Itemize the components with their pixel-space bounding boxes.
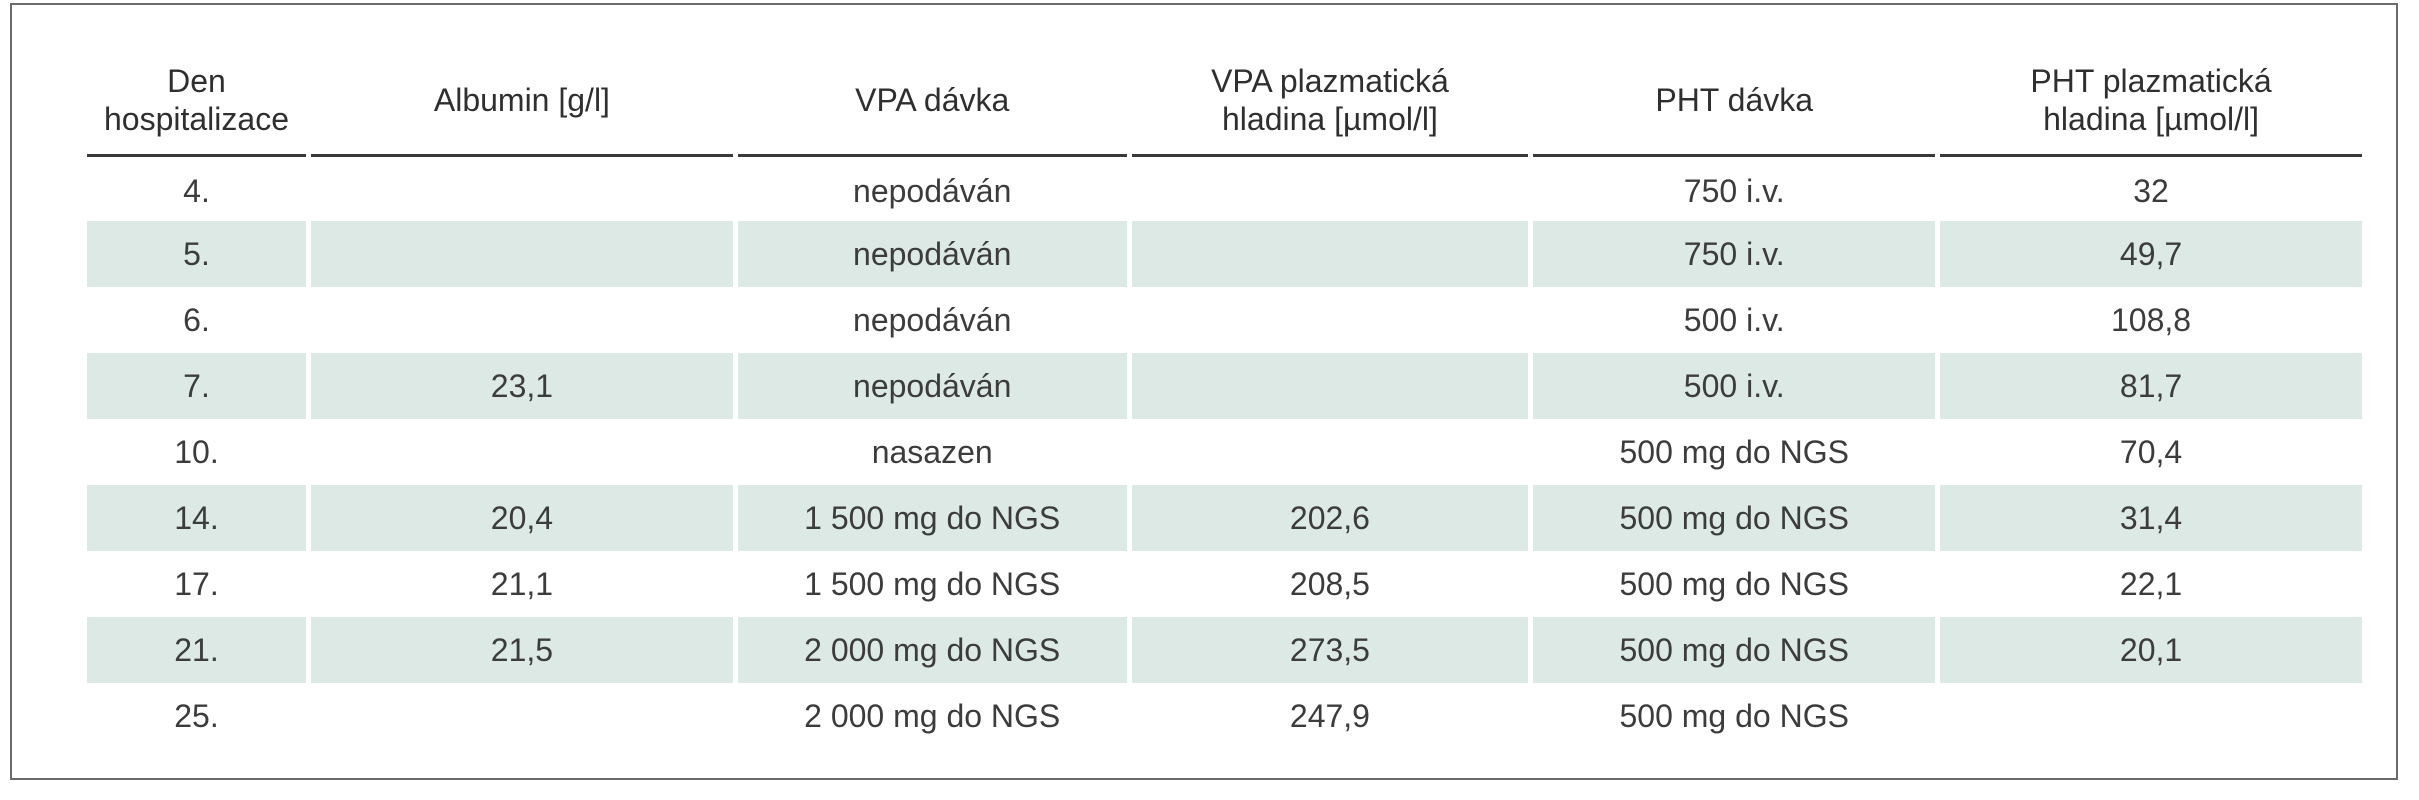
cell-pht-davka: 750 i.v. [1683, 172, 1785, 209]
cell-den: 17. [174, 565, 219, 602]
cell-vpa-hladina [1131, 221, 1529, 287]
cell-pht-davka: 500 mg do NGS [1533, 617, 1936, 683]
header-den-hospitalizace: Den hospitalizace [87, 45, 306, 157]
header-vpa-davka: VPA dávka [737, 45, 1127, 157]
cell-pht-hladina: 49,7 [1940, 221, 2362, 287]
cell-vpa-davka: 1 500 mg do NGS [804, 565, 1061, 602]
cell-pht-davka: 750 i.v. [1533, 221, 1936, 287]
table-row: 5. nepodáván 750 i.v. 49,7 [87, 221, 2362, 287]
cell-albumin [311, 683, 733, 749]
cell-albumin: 21,1 [490, 565, 554, 602]
table-frame: Den hospitalizace Albumin [g/l] VPA dávk… [10, 3, 2398, 780]
cell-vpa-davka: nepodáván [737, 353, 1127, 419]
cell-vpa-hladina: 208,5 [1289, 565, 1370, 602]
header-row: Den hospitalizace Albumin [g/l] VPA dávk… [87, 45, 2362, 157]
cell-vpa-hladina: 273,5 [1131, 617, 1529, 683]
cell-vpa-hladina: 202,6 [1131, 485, 1529, 551]
cell-vpa-davka: nasazen [871, 433, 993, 470]
cell-pht-hladina: 22,1 [2119, 565, 2183, 602]
cell-vpa-davka: 1 500 mg do NGS [737, 485, 1127, 551]
table-row: 25. 2 000 mg do NGS 247,9 500 mg do NGS [87, 683, 2362, 749]
cell-den: 25. [174, 697, 219, 734]
cell-vpa-davka: nepodáván [853, 172, 1012, 209]
cell-den: 10. [174, 433, 219, 470]
cell-albumin [311, 157, 733, 221]
header-vpa-hladina: VPA plazmatická hladina [µmol/l] [1131, 45, 1529, 157]
header-pht-davka: PHT dávka [1533, 45, 1936, 157]
table-row: 4. nepodáván 750 i.v. 32 [87, 157, 2362, 221]
cell-pht-davka: 500 i.v. [1683, 301, 1785, 338]
cell-pht-davka: 500 i.v. [1533, 353, 1936, 419]
table-row: 6. nepodáván 500 i.v. 108,8 [87, 287, 2362, 353]
cell-vpa-hladina [1131, 353, 1529, 419]
cell-vpa-davka: 2 000 mg do NGS [737, 617, 1127, 683]
cell-vpa-davka: 2 000 mg do NGS [804, 697, 1061, 734]
cell-vpa-hladina [1132, 419, 1529, 485]
cell-pht-davka: 500 mg do NGS [1533, 485, 1936, 551]
cell-den: 4. [183, 172, 210, 209]
cell-pht-davka: 500 mg do NGS [1619, 433, 1849, 470]
cell-den: 5. [87, 221, 306, 287]
data-table: Den hospitalizace Albumin [g/l] VPA dávk… [82, 45, 2367, 749]
cell-pht-hladina: 81,7 [1940, 353, 2362, 419]
cell-pht-davka: 500 mg do NGS [1619, 697, 1849, 734]
cell-pht-davka: 500 mg do NGS [1619, 565, 1849, 602]
cell-vpa-hladina [1132, 157, 1529, 221]
cell-albumin [310, 221, 733, 287]
cell-vpa-hladina: 247,9 [1289, 697, 1370, 734]
cell-pht-hladina: 108,8 [2111, 301, 2192, 338]
cell-albumin [311, 287, 733, 353]
cell-albumin: 20,4 [310, 485, 733, 551]
cell-pht-hladina: 70,4 [2119, 433, 2183, 470]
header-pht-hladina: PHT plazmatická hladina [µmol/l] [1940, 45, 2362, 157]
cell-albumin: 21,5 [310, 617, 733, 683]
cell-pht-hladina: 32 [2133, 172, 2169, 209]
table-row: 17. 21,1 1 500 mg do NGS 208,5 500 mg do… [87, 551, 2362, 617]
cell-den: 6. [183, 301, 210, 338]
table-row: 7. 23,1 nepodáván 500 i.v. 81,7 [87, 353, 2362, 419]
table-row: 14. 20,4 1 500 mg do NGS 202,6 500 mg do… [87, 485, 2362, 551]
cell-albumin: 23,1 [310, 353, 733, 419]
table-row: 21. 21,5 2 000 mg do NGS 273,5 500 mg do… [87, 617, 2362, 683]
cell-vpa-davka: nepodáván [737, 221, 1127, 287]
cell-pht-hladina [1940, 683, 2362, 749]
cell-albumin [311, 419, 733, 485]
cell-vpa-davka: nepodáván [853, 301, 1012, 338]
cell-pht-hladina: 31,4 [1940, 485, 2362, 551]
header-albumin: Albumin [g/l] [310, 45, 733, 157]
cell-den: 21. [87, 617, 306, 683]
cell-vpa-hladina [1132, 287, 1529, 353]
cell-den: 14. [87, 485, 306, 551]
cell-den: 7. [87, 353, 306, 419]
table-row: 10. nasazen 500 mg do NGS 70,4 [87, 419, 2362, 485]
cell-pht-hladina: 20,1 [1940, 617, 2362, 683]
